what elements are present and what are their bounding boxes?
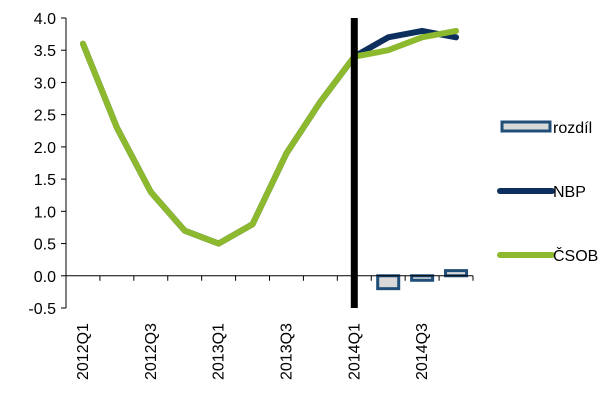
legend: rozdíl NBP ČSOB: [497, 120, 598, 265]
axes: 4.0 3.5 3.0 2.5 2.0 1.5 1.0 0.5 0.0 -0.5 2012Q1 201…: [28, 11, 474, 380]
legend-label-rozdil: rozdíl: [553, 120, 592, 137]
x-tick-label: 2012Q1: [75, 323, 92, 380]
bar-rozdil: [444, 269, 469, 278]
line-nbp: [79, 27, 460, 247]
bar-series-layer: [376, 269, 469, 291]
x-tick-label: 2012Q3: [143, 323, 160, 380]
x-tick-label: 2013Q3: [278, 323, 295, 380]
legend-swatch-rozdil: [500, 120, 552, 133]
bar-rozdil: [410, 274, 435, 282]
legend-label-csob: ČSOB: [553, 246, 598, 265]
y-tick-label: 3.0: [34, 75, 56, 92]
y-tick-label: 2.0: [34, 140, 56, 157]
bar-rozdil: [376, 274, 401, 291]
y-tick-label: 2.5: [34, 108, 56, 125]
line-series-layer: [79, 27, 460, 247]
y-tick-label: 1.5: [34, 172, 56, 189]
line-csob: [79, 27, 460, 247]
y-tick-label: 0.5: [34, 237, 56, 254]
y-tick-label: 1.0: [34, 204, 56, 221]
y-tick-label: 3.5: [34, 43, 56, 60]
y-tick-label: -0.5: [28, 301, 56, 318]
y-tick-label: 4.0: [34, 11, 56, 28]
y-tick-label: 0.0: [34, 269, 56, 286]
x-tick-label: 2014Q1: [346, 323, 363, 380]
legend-label-nbp: NBP: [553, 184, 586, 201]
x-tick-label: 2014Q3: [414, 323, 431, 380]
x-tick-label: 2013Q1: [211, 323, 228, 380]
